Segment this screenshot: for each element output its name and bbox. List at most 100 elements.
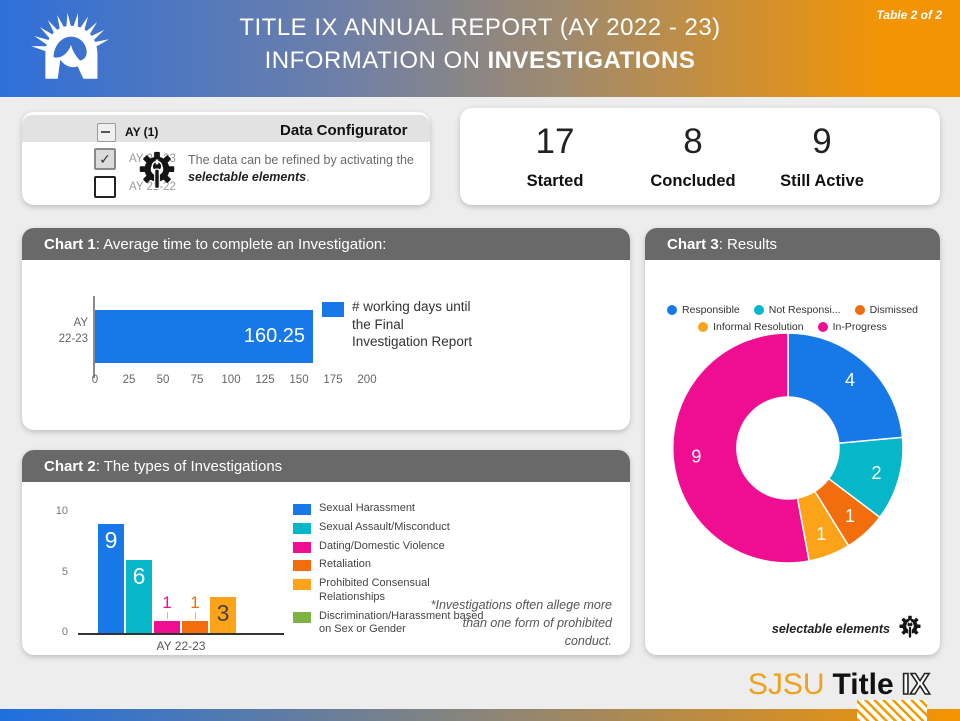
legend-swatch-icon [293, 560, 311, 572]
chart2-footnote: *Investigations often allege more than o… [430, 598, 612, 649]
chart2-x-axis [78, 633, 284, 635]
chart2-bar-value: 6 [132, 563, 146, 589]
chart3-legend-item[interactable]: Not Responsi... [753, 302, 841, 318]
chart3-slice-in-progress[interactable] [672, 332, 810, 564]
chart3-legend-item[interactable]: Responsible [666, 302, 740, 318]
title-text: Title [832, 668, 894, 701]
configurator-header: AY (1) Data Configurator [22, 115, 430, 142]
chart3-slice-value: 2 [871, 463, 881, 483]
gear-wrench-icon [134, 149, 180, 195]
sjsu-titleix-wordmark: SJSU Title IX [747, 667, 931, 702]
configurator-title: Data Configurator [280, 122, 408, 139]
chart2-bar-sexual-harassment[interactable] [98, 524, 124, 633]
legend-label: Prohibited Consensual Relationships [319, 577, 430, 603]
data-configurator-panel: AY (1) Data Configurator ✓AY 22-23 AY 21-… [22, 112, 430, 205]
chart1-title: Chart 1: Average time to complete an Inv… [22, 228, 630, 260]
chart1-x-tick: 100 [221, 374, 241, 386]
chart1-y-axis [93, 296, 95, 378]
chart2-y-tick: 5 [61, 565, 68, 578]
stat-still-active-label: Still Active [780, 172, 864, 190]
legend-swatch-icon [293, 541, 311, 553]
stat-concluded-label: Concluded [650, 172, 736, 190]
report-title: TITLE IX ANNUAL REPORT (AY 2022 - 23) IN… [0, 14, 960, 75]
legend-swatch-icon [293, 504, 311, 515]
legend-swatch-icon [293, 579, 311, 590]
hatch-decoration [857, 700, 927, 721]
chart1-legend-swatch[interactable] [322, 302, 344, 317]
chart2-bar-value: 3 [216, 600, 230, 626]
chart3-slice-value: 1 [816, 524, 826, 544]
legend-dot-icon [666, 305, 677, 315]
chart2-legend-item[interactable]: Retaliation [293, 558, 503, 572]
stat-concluded-value: 8 [683, 122, 703, 161]
ay-group-tristate-checkbox[interactable] [97, 123, 116, 142]
chart2-leader-line [167, 612, 168, 619]
legend-label: Dismissed [869, 304, 919, 316]
legend-label: In-Progress [832, 321, 887, 333]
chart2-leader-line [195, 612, 196, 619]
chart2-card: Chart 2: The types of Investigations 0 5 1… [22, 450, 630, 655]
chart1-x-tick: 25 [122, 374, 136, 386]
chart1-x-tick: 75 [190, 374, 204, 386]
header-banner: TITLE IX ANNUAL REPORT (AY 2022 - 23) IN… [0, 0, 960, 97]
chart2-bar-sexual-assault-misconduct[interactable] [126, 560, 152, 633]
checkbox-ay-22-23[interactable]: ✓ [94, 148, 116, 170]
chart1-x-tick: 50 [156, 374, 170, 386]
checkbox-ay-21-22[interactable] [94, 176, 116, 198]
chart3-legend: Responsible Not Responsi... Dismissed Infor… [645, 302, 940, 336]
sjsu-text: SJSU [747, 668, 825, 701]
chart3-legend-item[interactable]: In-Progress [817, 319, 887, 335]
chart1-x-tick: 150 [289, 374, 309, 386]
legend-label: Not Responsi... [768, 304, 841, 316]
chart2-legend-item[interactable]: Dating/Domestic Violence [293, 540, 503, 554]
chart2-bar-value: 1 [162, 593, 172, 612]
chart3-title: Chart 3: Results [645, 228, 940, 260]
selectable-elements-note: selectable elements [771, 622, 890, 636]
chart1-x-tick: 0 [91, 374, 99, 386]
legend-dot-icon [817, 322, 828, 332]
legend-dot-icon [753, 305, 764, 315]
ay-option-row: ✓AY 22-23 [94, 148, 176, 170]
chart3-card: Chart 3: Results Responsible Not Responsi… [645, 228, 940, 655]
chart1-category-label: AY 22-23 [58, 317, 88, 345]
sjsu-spartan-logo [31, 12, 110, 79]
legend-label: Informal Resolution [713, 321, 804, 333]
chart2-legend-item[interactable]: Discrimination/Harassment based on Sex o… [293, 610, 503, 638]
stat-started: 17 Started [485, 122, 625, 191]
legend-dot-icon [698, 322, 709, 332]
stat-still-active: 9 Still Active [752, 122, 892, 191]
stat-concluded: 8 Concluded [623, 122, 763, 191]
chart3-legend-item[interactable]: Dismissed [854, 302, 919, 318]
chart1-bar-working-days[interactable]: 160.25 [95, 310, 313, 363]
chart3-slice-responsible[interactable] [787, 332, 904, 445]
legend-label: Sexual Harassment [319, 502, 415, 514]
chart3-slice-value: 4 [845, 370, 855, 390]
chart2-legend-item[interactable]: Sexual Harassment [293, 502, 503, 516]
chart2-title: Chart 2: The types of Investigations [22, 450, 630, 482]
stat-started-value: 17 [535, 122, 575, 161]
chart1-bar-value: 160.25 [243, 325, 305, 347]
chart3-slice-value: 1 [845, 506, 855, 526]
chart2-legend-item[interactable]: Sexual Assault/Misconduct [293, 521, 503, 535]
chart2-bar-dating-domestic-violence[interactable] [154, 621, 180, 633]
table-page-indicator: Table 2 of 2 [876, 8, 942, 22]
legend-label: Discrimination/Harassment based on Sex o… [319, 609, 484, 636]
chart2-legend-item[interactable]: Prohibited Consensual Relationships [293, 577, 503, 605]
chart2-bar-retaliation[interactable] [182, 621, 208, 633]
chart1-legend-label: # working days until the Final Investiga… [352, 299, 473, 350]
legend-label: Sexual Assault/Misconduct [319, 520, 450, 533]
chart2-category-label: AY 22-23 [156, 639, 206, 653]
stat-started-label: Started [526, 172, 584, 190]
chart2-bar-prohibited-consensual-relationships[interactable] [210, 597, 236, 633]
chart3-legend-item[interactable]: Informal Resolution [698, 319, 804, 335]
chart2-legend: Sexual Harassment Sexual Assault/Miscondu… [293, 502, 503, 642]
legend-swatch-icon [293, 611, 311, 623]
legend-dot-icon [854, 305, 865, 315]
gear-wrench-icon [896, 614, 924, 642]
report-title-line1: TITLE IX ANNUAL REPORT (AY 2022 - 23) [239, 14, 721, 41]
chart3-slice-value: 9 [691, 447, 701, 467]
chart1-x-tick: 175 [323, 374, 343, 386]
chart2-bar-value: 9 [104, 527, 118, 553]
